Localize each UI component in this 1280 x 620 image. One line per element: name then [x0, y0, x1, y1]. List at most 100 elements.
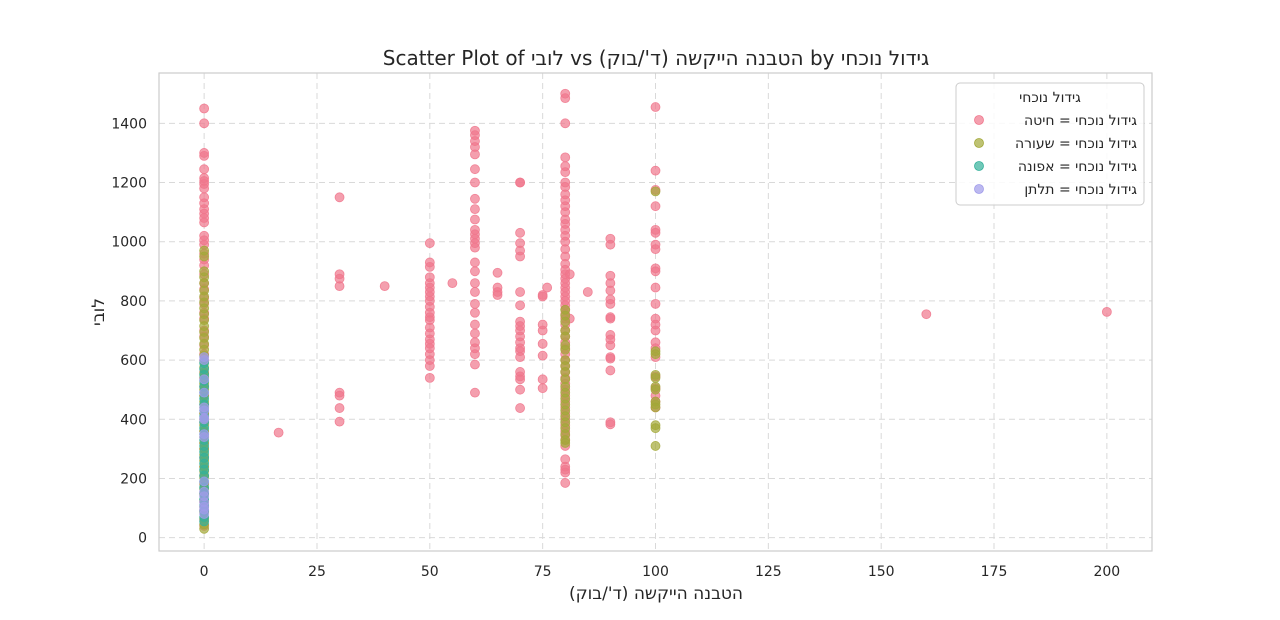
legend-marker: [974, 138, 984, 148]
scatter-point: [199, 103, 210, 114]
y-tick-label: 1200: [111, 176, 147, 192]
scatter-point: [470, 359, 480, 370]
scatter-point: [650, 298, 661, 309]
x-tick-label: 150: [868, 564, 895, 580]
scatter-point: [470, 204, 480, 215]
scatter-point: [424, 261, 435, 272]
scatter-point: [470, 214, 480, 225]
scatter-point: [560, 167, 571, 178]
chart-title: Scatter Plot of לובי vs הטבנה הייקשה (ד'…: [383, 46, 929, 70]
scatter-point: [515, 227, 525, 238]
scatter-point: [515, 287, 525, 297]
scatter-point: [650, 186, 661, 197]
scatter-point: [542, 282, 553, 293]
scatter-point: [199, 118, 210, 129]
scatter-point: [650, 102, 661, 112]
y-tick-label: 1000: [111, 235, 147, 251]
series-group: [199, 352, 210, 519]
x-tick-label: 125: [755, 564, 782, 580]
legend-marker: [974, 184, 984, 194]
scatter-point: [650, 423, 661, 434]
legend-box: [955, 82, 1145, 206]
scatter-point: [199, 251, 210, 262]
scatter-point: [470, 278, 480, 289]
scatter-point: [334, 390, 345, 401]
x-tick-labels: 0 25 50 75 100 125 150 175 200: [200, 564, 1121, 580]
scatter-point: [515, 403, 525, 413]
legend-entry-label: גידול נוכחי = אפונה: [1018, 159, 1137, 175]
scatter-point: [334, 416, 345, 427]
scatter-point: [470, 298, 480, 309]
scatter-point: [470, 319, 480, 330]
scatter-point: [334, 192, 345, 203]
scatter-point: [515, 300, 525, 311]
y-tick-label: 600: [120, 353, 147, 369]
scatter-point: [605, 313, 616, 324]
scatter-point: [560, 478, 571, 488]
y-tick-label: 200: [120, 471, 147, 487]
legend-marker: [974, 161, 984, 171]
legend-marker: [974, 115, 984, 125]
scatter-point: [447, 278, 458, 289]
scatter-point: [605, 298, 616, 309]
y-tick-label: 400: [120, 412, 147, 428]
grid-lines: [159, 73, 1152, 551]
scatter-point: [605, 340, 616, 351]
scatter-point: [515, 374, 525, 385]
x-axis-label: הטבנה הייקשה (ד'/בוק): [569, 584, 743, 604]
scatter-point: [199, 183, 210, 194]
x-tick-label: 75: [534, 564, 552, 580]
scatter-point: [470, 287, 480, 297]
x-tick-label: 50: [421, 564, 439, 580]
scatter-point: [199, 217, 210, 228]
scatter-point: [537, 383, 548, 394]
scatter-point: [560, 118, 571, 129]
scatter-point: [424, 372, 435, 383]
scatter-point: [470, 349, 480, 360]
x-tick-label: 100: [642, 564, 669, 580]
scatter-point: [334, 403, 345, 413]
scatter-point: [424, 361, 435, 371]
scatter-point: [515, 352, 525, 363]
scatter-point: [470, 193, 480, 204]
scatter-point: [199, 374, 210, 385]
scatter-point: [605, 285, 616, 296]
scatter-point: [650, 441, 661, 451]
scatter-point: [537, 291, 548, 302]
x-tick-label: 200: [1093, 564, 1120, 580]
x-tick-label: 0: [200, 564, 209, 580]
legend-entry-label: גידול נוכחי = חיטה: [1024, 113, 1137, 129]
y-tick-label: 1400: [111, 116, 147, 132]
plot-frame: [158, 72, 1153, 552]
y-tick-label: 800: [120, 294, 147, 310]
scatter-point: [537, 374, 548, 385]
scatter-point: [560, 316, 571, 327]
y-axis-label: לובי: [89, 298, 109, 326]
scatter-point: [560, 93, 571, 104]
legend-items: גידול נוכחי = חיטה גידול נוכחי = שעורה גיד…: [974, 113, 1137, 198]
scatter-point: [273, 427, 284, 438]
scatter-point: [470, 328, 480, 339]
data-points: [199, 88, 1112, 534]
scatter-point: [564, 269, 575, 280]
scatter-point: [650, 325, 661, 336]
scatter-point: [921, 309, 932, 320]
scatter-point: [515, 251, 525, 262]
scatter-point: [650, 384, 661, 395]
scatter-point: [560, 467, 571, 478]
scatter-point: [650, 227, 661, 238]
scatter-point: [199, 432, 210, 442]
scatter-point: [334, 281, 345, 292]
scatter-point: [492, 290, 503, 300]
scatter-point: [470, 387, 480, 398]
scatter-point: [560, 331, 571, 342]
legend-entry-label: גידול נוכחי = שעורה: [1015, 136, 1137, 152]
scatter-point: [470, 177, 480, 188]
legend-entry-label: גידול נוכחי = תלתן: [1024, 182, 1137, 198]
scatter-point: [199, 150, 210, 161]
scatter-point: [560, 152, 571, 163]
legend-title: גידול נוכחי: [1019, 90, 1081, 106]
y-tick-label: 0: [138, 531, 147, 547]
